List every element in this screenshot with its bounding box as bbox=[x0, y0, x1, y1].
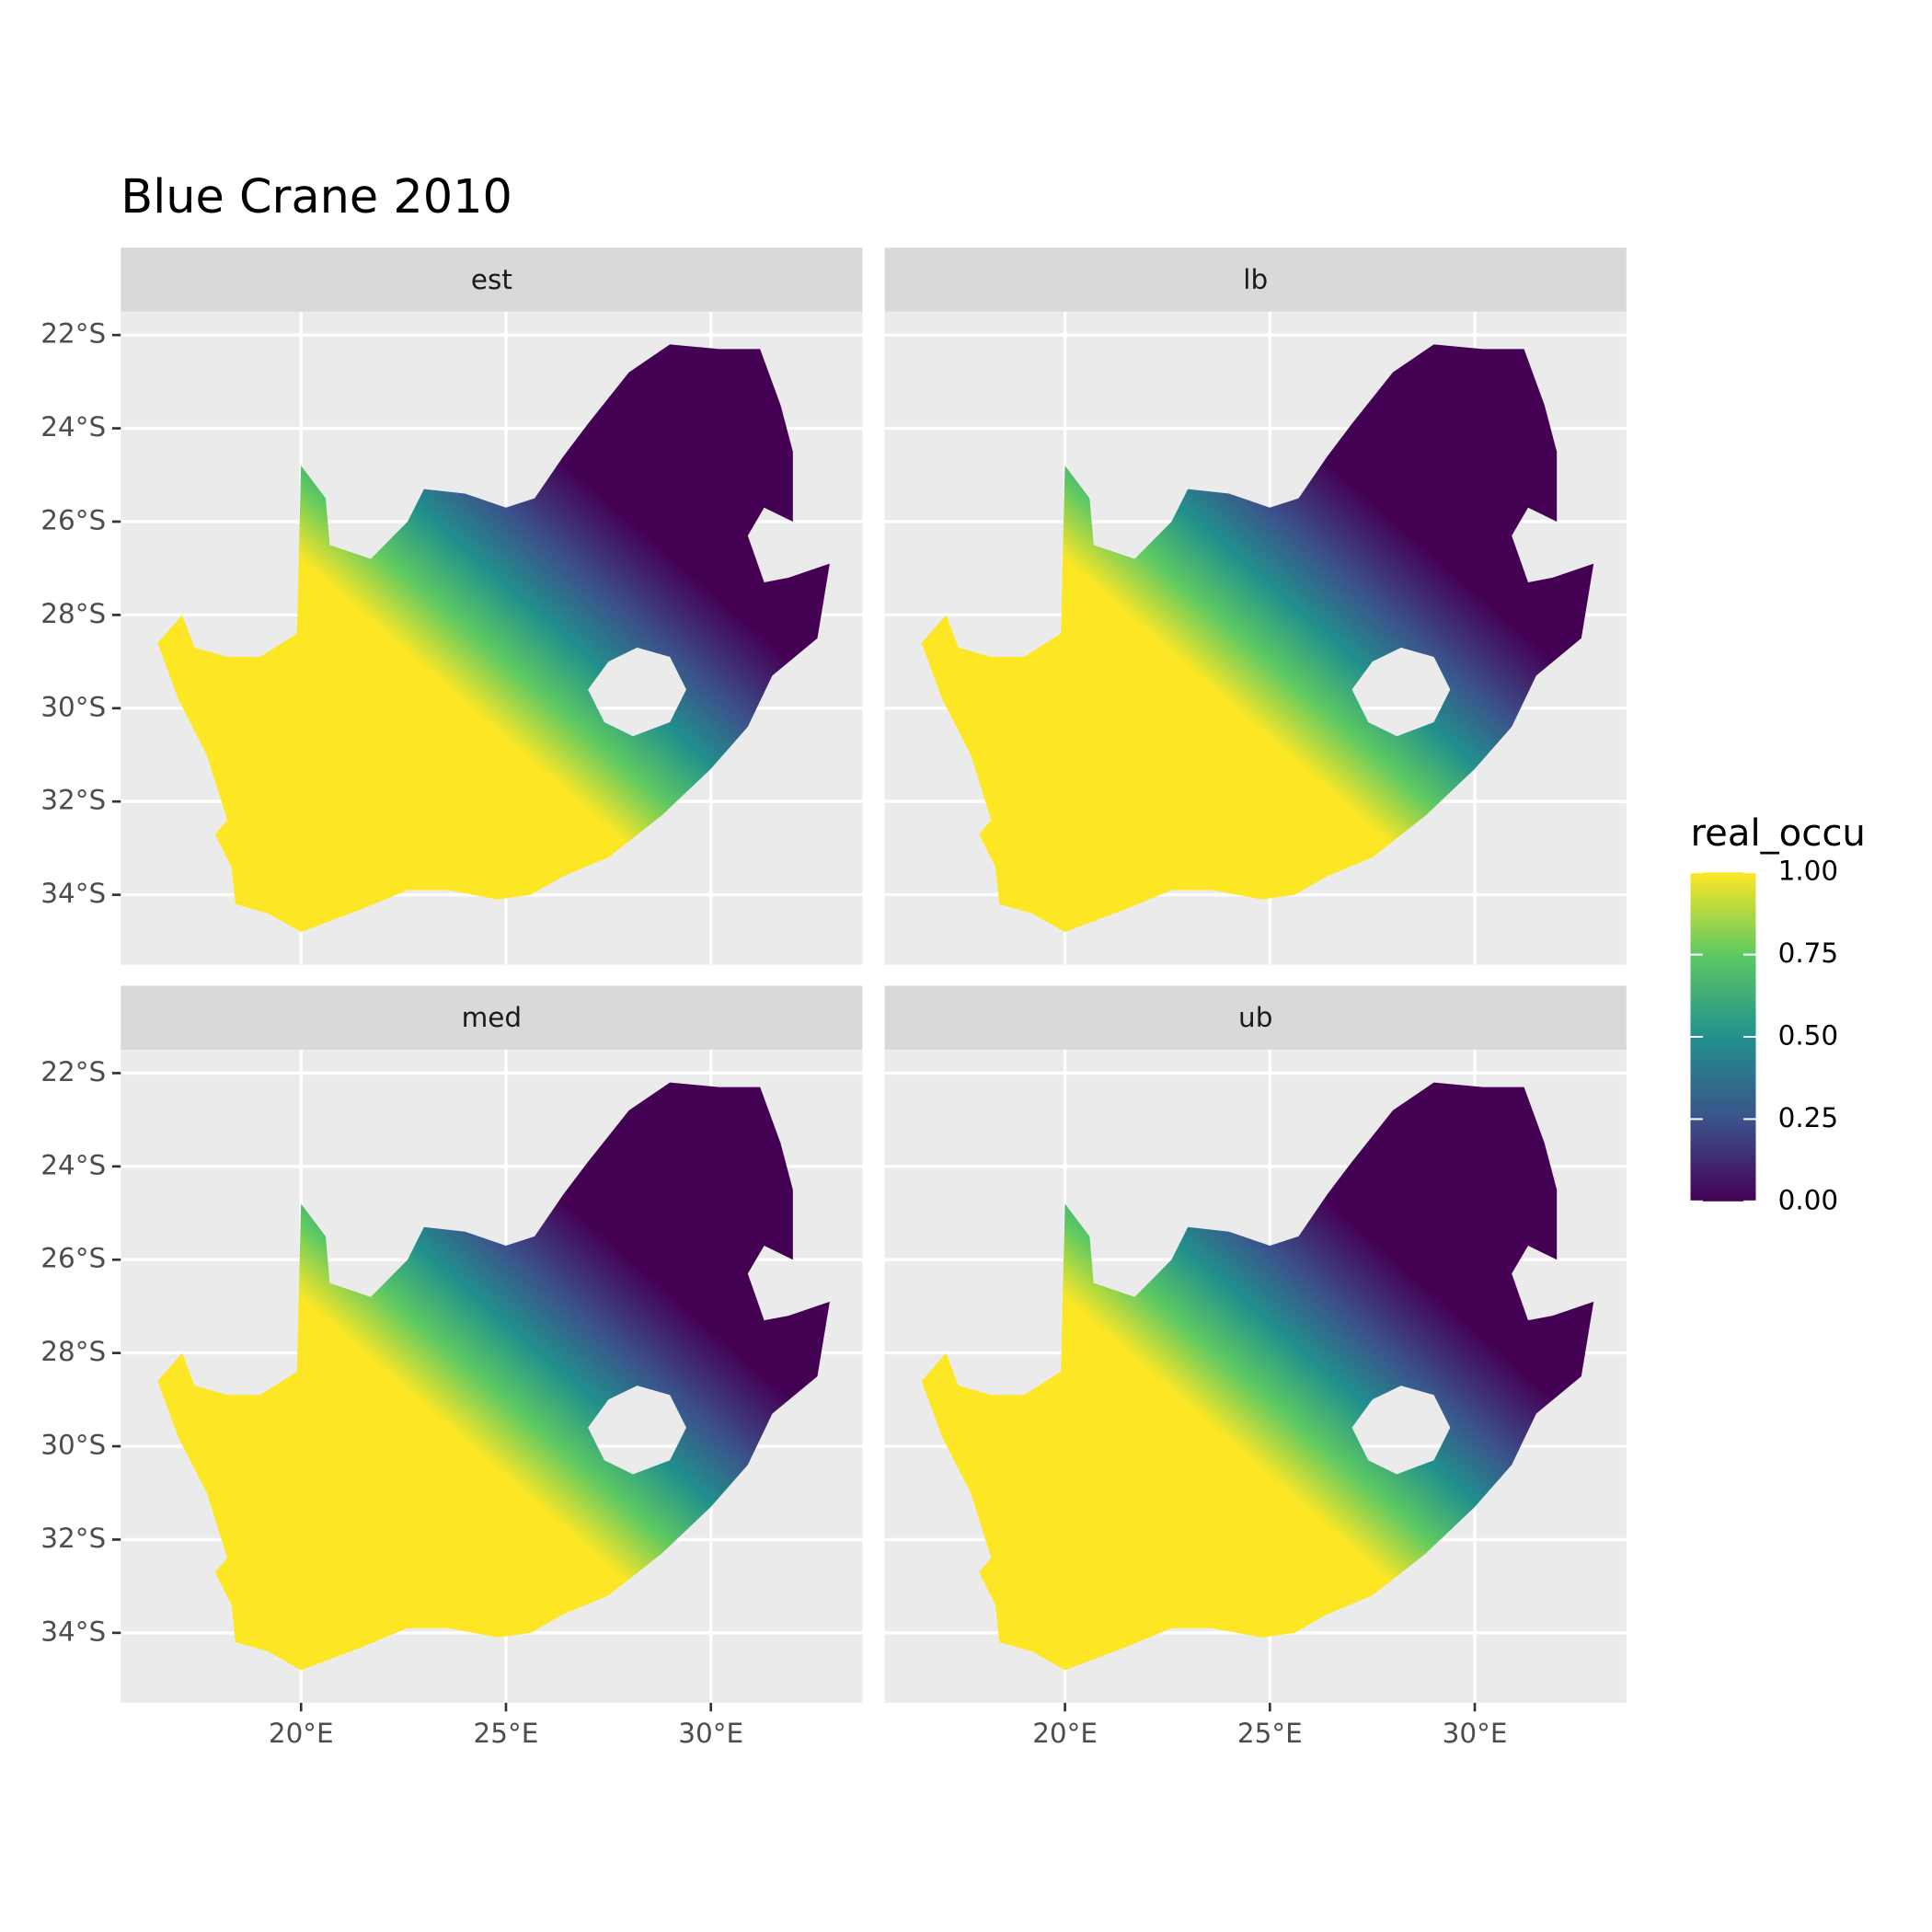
y-tick-label: 34°S bbox=[40, 1616, 106, 1647]
strip-label: ub bbox=[1238, 1002, 1272, 1033]
x-tick-label: 30°E bbox=[678, 1718, 743, 1749]
map-region bbox=[921, 1082, 1594, 1671]
map-region bbox=[157, 1082, 830, 1671]
legend-label: 0.00 bbox=[1778, 1184, 1839, 1215]
chart-title: Blue Crane 2010 bbox=[121, 170, 512, 224]
y-tick-label: 24°S bbox=[40, 1149, 106, 1180]
strip-label: lb bbox=[1243, 264, 1268, 295]
y-tick-label: 24°S bbox=[40, 411, 106, 443]
y-tick-label: 22°S bbox=[40, 318, 106, 350]
y-tick-label: 28°S bbox=[40, 1336, 106, 1367]
x-tick-label: 20°E bbox=[269, 1718, 334, 1749]
legend-title: real_occu bbox=[1691, 812, 1866, 855]
x-tick-label: 20°E bbox=[1032, 1718, 1098, 1749]
legend-label: 0.50 bbox=[1778, 1020, 1839, 1052]
y-tick-label: 28°S bbox=[40, 598, 106, 629]
strip bbox=[121, 985, 863, 1051]
strip-label: est bbox=[471, 264, 512, 295]
y-tick-label: 26°S bbox=[40, 504, 106, 535]
map-region bbox=[921, 344, 1594, 933]
strip bbox=[884, 247, 1627, 312]
legend-label: 0.25 bbox=[1778, 1102, 1839, 1133]
strip bbox=[884, 985, 1627, 1051]
legend-label: 1.00 bbox=[1778, 856, 1839, 887]
map-region bbox=[157, 344, 830, 933]
legend-label: 0.75 bbox=[1778, 937, 1839, 969]
y-tick-label: 26°S bbox=[40, 1243, 106, 1274]
y-tick-label: 32°S bbox=[40, 785, 106, 816]
x-tick-label: 30°E bbox=[1443, 1718, 1508, 1749]
x-tick-label: 25°E bbox=[1237, 1718, 1303, 1749]
strip bbox=[121, 247, 863, 312]
y-tick-label: 30°S bbox=[40, 691, 106, 722]
y-tick-label: 32°S bbox=[40, 1523, 106, 1554]
strip-label: med bbox=[462, 1002, 523, 1033]
y-tick-label: 22°S bbox=[40, 1056, 106, 1087]
y-tick-label: 30°S bbox=[40, 1430, 106, 1461]
y-tick-label: 34°S bbox=[40, 878, 106, 909]
x-tick-label: 25°E bbox=[474, 1718, 539, 1749]
